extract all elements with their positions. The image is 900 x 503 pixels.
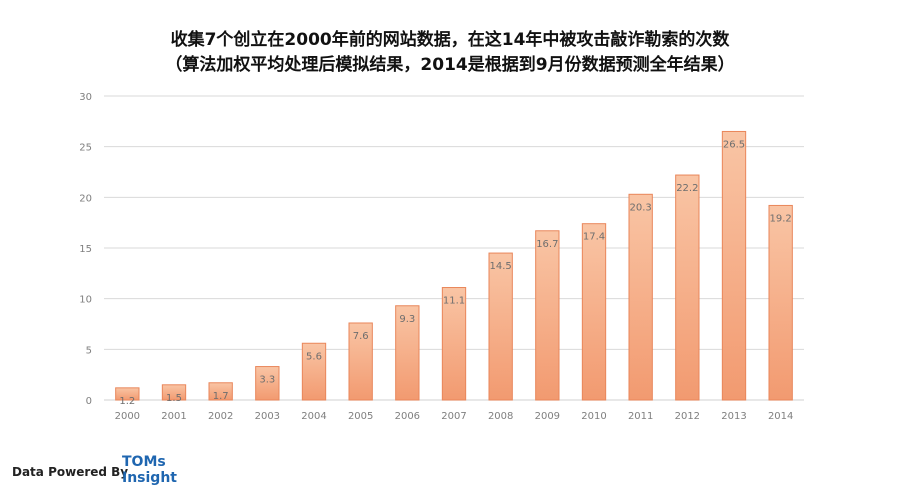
y-tick-label: 10: [79, 295, 92, 306]
x-tick-label-2005: 2005: [348, 411, 373, 422]
x-tick-label-2008: 2008: [488, 411, 513, 422]
data-label-2013: 26.5: [723, 139, 745, 150]
x-tick-label-2003: 2003: [255, 411, 280, 422]
data-label-2005: 7.6: [353, 331, 369, 342]
bar-2011: [628, 193, 653, 401]
y-tick-label: 30: [79, 92, 92, 103]
bar-2001: [161, 384, 187, 401]
y-tick-label: 20: [79, 193, 92, 204]
bar-2006: [395, 305, 420, 401]
bar-2008: [488, 252, 513, 401]
bar-2013: [721, 130, 747, 401]
data-label-2004: 5.6: [306, 351, 322, 362]
data-label-2007: 11.1: [443, 296, 465, 307]
chart-subtitle: （算法加权平均处理后模拟结果，2014是根据到9月份数据预测全年结果）: [165, 55, 735, 75]
y-tick-label: 15: [79, 244, 92, 255]
x-tick-label-2012: 2012: [675, 411, 700, 422]
chart-title: 收集7个创立在2000年前的网站数据，在这14年中被攻击敲诈勒索的次数: [170, 30, 730, 50]
data-label-2014: 19.2: [770, 213, 792, 224]
data-labels: 1.2 1.5 1.7 3.3 5.6 7.6 9.3 11.1 14.5 16.7 17.4 20.…: [119, 139, 791, 406]
x-tick-label-2010: 2010: [581, 411, 606, 422]
data-label-2003: 3.3: [259, 375, 275, 386]
data-label-2001: 1.5: [166, 393, 182, 404]
y-axis-ticks: 0 5 10 15 20 25 30: [79, 92, 92, 407]
data-label-2010: 17.4: [583, 232, 605, 243]
bars: [115, 130, 793, 401]
data-label-2011: 20.3: [630, 202, 652, 213]
bar-2009: [535, 230, 560, 401]
x-tick-label-2011: 2011: [628, 411, 653, 422]
x-axis-ticks: 2000 2001 2002 2003 2004 2005 2006 2007 2008 2009…: [115, 411, 794, 422]
data-label-2008: 14.5: [490, 261, 512, 272]
logo-line-2: Insight: [122, 470, 177, 486]
x-tick-label-2000: 2000: [115, 411, 140, 422]
x-tick-label-2014: 2014: [768, 411, 793, 422]
x-tick-label-2013: 2013: [721, 411, 746, 422]
x-tick-label-2001: 2001: [161, 411, 186, 422]
bar-2010: [581, 223, 607, 401]
y-tick-label: 0: [86, 396, 92, 407]
x-tick-label-2009: 2009: [535, 411, 560, 422]
data-powered-by-label: Data Powered By: [12, 465, 129, 479]
data-label-2000: 1.2: [119, 396, 135, 407]
bar-2005: [348, 322, 373, 401]
x-tick-label-2002: 2002: [208, 411, 233, 422]
bar-2004: [301, 342, 327, 401]
y-tick-label: 25: [79, 143, 92, 154]
x-tick-label-2004: 2004: [301, 411, 326, 422]
data-label-2006: 9.3: [399, 314, 415, 325]
logo-line-1: TOMs: [122, 454, 166, 470]
toms-insight-logo: TOMs Insight: [122, 454, 177, 486]
data-label-2002: 1.7: [213, 391, 229, 402]
data-label-2012: 22.2: [676, 183, 698, 194]
bar-2003: [255, 366, 280, 401]
bar-2002: [208, 382, 233, 401]
bar-2014: [768, 204, 793, 401]
data-label-2009: 16.7: [536, 239, 558, 250]
x-tick-label-2006: 2006: [395, 411, 420, 422]
bar-2000: [115, 387, 140, 401]
bar-2007: [441, 287, 467, 401]
y-tick-label: 5: [86, 345, 92, 356]
x-tick-label-2007: 2007: [441, 411, 466, 422]
bar-2012: [675, 174, 700, 401]
